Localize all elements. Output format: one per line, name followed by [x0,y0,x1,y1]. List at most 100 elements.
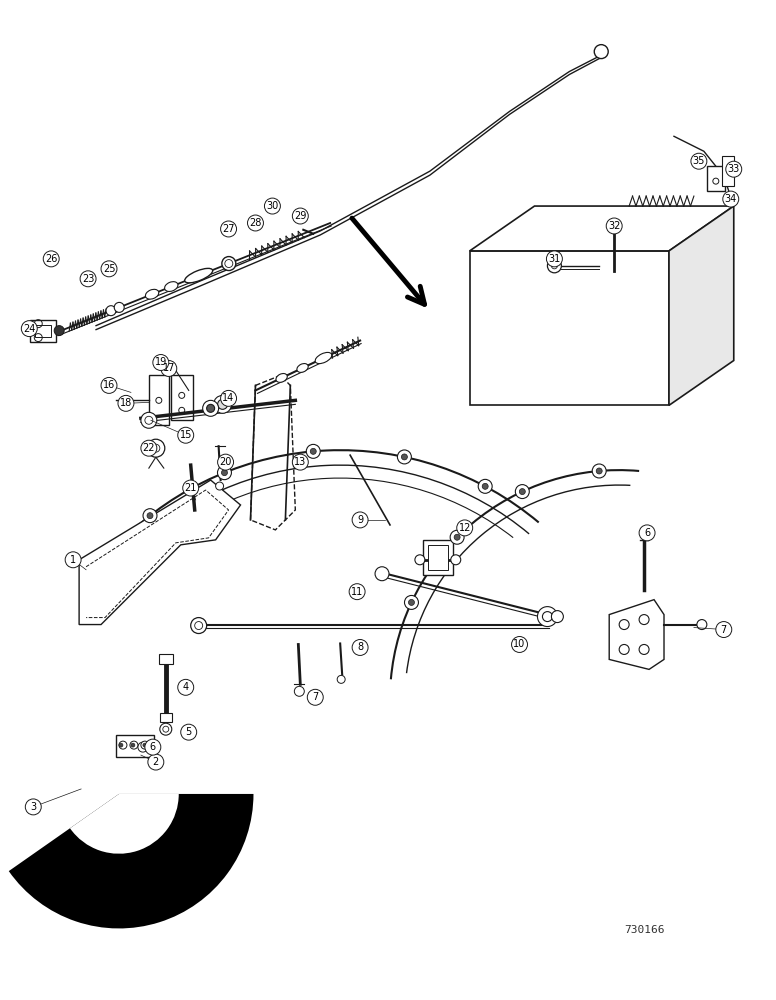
Circle shape [451,555,461,565]
Circle shape [619,620,629,630]
Text: 31: 31 [549,254,560,264]
Wedge shape [70,794,178,854]
Circle shape [265,198,280,214]
Bar [159,654,173,664]
Text: 11: 11 [351,587,363,597]
Circle shape [161,361,177,376]
Circle shape [248,215,263,231]
Circle shape [404,595,418,609]
Polygon shape [669,206,734,405]
Circle shape [217,399,227,409]
Circle shape [478,479,492,493]
Circle shape [293,208,308,224]
FancyBboxPatch shape [160,713,172,722]
Circle shape [596,468,602,474]
Circle shape [338,675,345,683]
Text: 12: 12 [459,523,471,533]
Text: 7: 7 [312,692,318,702]
Circle shape [547,259,561,273]
Text: 18: 18 [120,398,132,408]
Circle shape [310,448,317,454]
Text: 19: 19 [154,357,167,367]
Text: 32: 32 [608,221,620,231]
Text: 1: 1 [70,555,76,565]
Text: 24: 24 [23,324,36,334]
Circle shape [352,639,368,655]
Text: 26: 26 [45,254,57,264]
Circle shape [130,741,138,749]
Circle shape [639,644,649,654]
Circle shape [206,404,215,412]
Polygon shape [469,206,734,251]
Circle shape [148,754,164,770]
Text: 10: 10 [514,639,525,649]
Circle shape [294,686,304,696]
Text: 730166: 730166 [624,925,664,935]
Text: 22: 22 [143,443,155,453]
Circle shape [101,377,117,393]
Text: 28: 28 [249,218,262,228]
Circle shape [118,395,134,411]
Bar [722,156,734,186]
Bar [171,375,192,420]
Circle shape [715,622,732,638]
Circle shape [538,607,557,627]
Circle shape [65,552,81,568]
Circle shape [138,742,148,752]
Circle shape [181,724,196,740]
Ellipse shape [315,352,332,364]
Circle shape [397,450,411,464]
Circle shape [457,520,473,536]
Circle shape [217,466,231,480]
Bar [35,325,51,337]
Circle shape [293,454,308,470]
Circle shape [415,555,425,565]
Text: 8: 8 [357,642,363,652]
Circle shape [408,599,414,605]
Ellipse shape [165,282,178,291]
Bar [30,320,56,342]
Polygon shape [251,375,296,530]
Circle shape [307,689,324,705]
Circle shape [639,525,655,541]
Bar [423,540,452,575]
Circle shape [594,45,608,59]
Polygon shape [609,600,664,669]
Circle shape [21,321,37,337]
Circle shape [145,739,161,755]
Circle shape [141,412,157,428]
Text: 29: 29 [294,211,307,221]
Circle shape [552,611,563,623]
Circle shape [450,530,464,544]
Circle shape [221,470,227,476]
Circle shape [691,153,707,169]
Ellipse shape [185,268,213,283]
Circle shape [349,584,365,600]
Circle shape [203,400,219,416]
Text: 35: 35 [693,156,705,166]
Circle shape [54,326,64,336]
Text: 21: 21 [185,483,197,493]
Circle shape [131,743,135,747]
Ellipse shape [276,374,287,382]
Text: 7: 7 [721,625,727,635]
Circle shape [722,191,739,207]
Text: 14: 14 [223,393,234,403]
Circle shape [542,612,553,622]
Circle shape [619,644,629,654]
Polygon shape [469,251,669,405]
Circle shape [160,723,171,735]
Circle shape [220,390,237,406]
Bar [149,375,169,425]
Text: 4: 4 [182,682,189,692]
Text: 17: 17 [163,363,175,373]
Circle shape [307,444,320,458]
Text: 16: 16 [103,380,115,390]
Circle shape [119,741,127,749]
Text: 27: 27 [222,224,235,234]
Circle shape [153,355,169,370]
Text: 23: 23 [82,274,94,284]
Circle shape [43,251,59,267]
Circle shape [639,615,649,625]
Bar [116,735,154,757]
